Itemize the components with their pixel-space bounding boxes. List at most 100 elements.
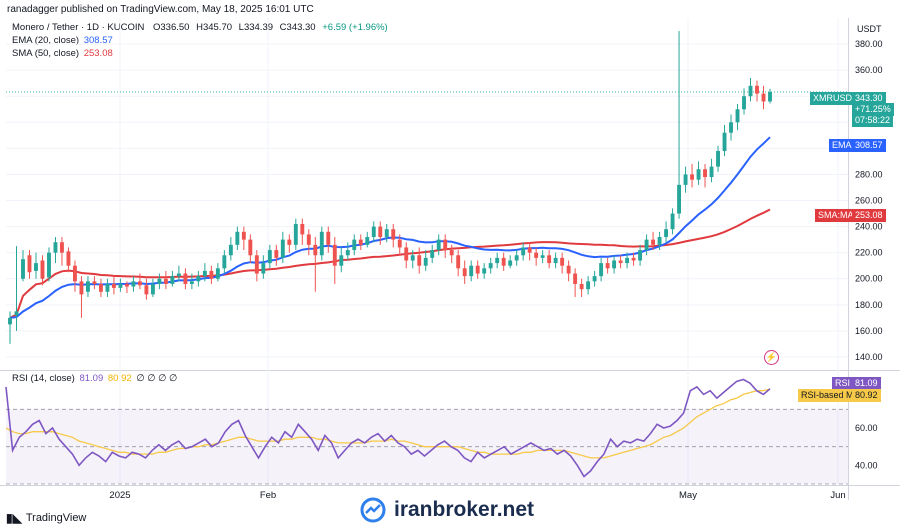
sma-legend-label: SMA (50, close) [12, 48, 80, 59]
candle-body [66, 251, 71, 266]
ema-legend-value: 308.57 [83, 35, 113, 46]
candle-body [566, 265, 571, 274]
ohlc-high: H345.70 [196, 22, 233, 33]
candle-body [345, 250, 350, 256]
candle-body [436, 239, 441, 251]
published-line: ranadagger published on TradingView.com,… [7, 4, 314, 15]
ema-line [9, 136, 771, 319]
candle-body [235, 231, 240, 245]
sma-tag-label: SMA:MA [815, 209, 857, 222]
candle-body [631, 257, 636, 261]
candle-body [261, 263, 266, 274]
candle-body [150, 283, 155, 295]
candle-body [670, 213, 675, 230]
candle-body [358, 239, 363, 245]
candle-body [254, 255, 259, 274]
candle-body [586, 281, 591, 290]
countdown-tag: 07:58:22 [852, 114, 894, 127]
candle-body [657, 237, 662, 245]
candle-body [417, 255, 422, 266]
candle-body [514, 255, 519, 261]
candle-body [209, 270, 214, 279]
candle-body [690, 174, 694, 180]
date-tick-label: Jun [830, 490, 845, 501]
tradingview-logo[interactable]: ▮◣ TradingView [6, 511, 86, 525]
alert-bolt-icon[interactable]: ⚡ [764, 350, 779, 365]
candle-body [280, 239, 285, 258]
candle-body [462, 268, 467, 277]
date-tick-label: 2025 [109, 490, 130, 501]
rsi-legend-extra: ∅ ∅ ∅ ∅ [136, 373, 178, 384]
rsi-legend-value: 81.09 [79, 373, 104, 384]
price-tick-label: 360.00 [855, 65, 883, 75]
candle-body [131, 281, 136, 287]
candle-body [8, 317, 12, 325]
ema-tag-label: EMA [829, 139, 855, 152]
candle-body [183, 273, 188, 284]
candle-body [768, 91, 772, 102]
candle-body [748, 85, 753, 97]
candle-body [34, 263, 38, 271]
rsi-tag-label: RSI [832, 377, 854, 390]
candle-body [573, 273, 578, 284]
candle-body [397, 239, 402, 248]
ohlc-close: C343.30 [279, 22, 316, 33]
candle-body [755, 85, 759, 94]
candle-body [709, 166, 714, 178]
candle-body [592, 276, 597, 282]
candle-body [703, 169, 707, 178]
price-tick-label: 160.00 [855, 326, 883, 336]
candle-body [638, 250, 643, 261]
candle-body [313, 244, 318, 256]
candle-body [53, 242, 58, 253]
price-tick-label: 140.00 [855, 352, 883, 362]
rsi-ma-line [5, 388, 771, 459]
price-tick-label: 220.00 [855, 248, 883, 258]
candle-body [560, 257, 565, 266]
ohlc-change: +6.59 (+1.96%) [322, 22, 388, 33]
candle-body [696, 169, 701, 180]
candle-body [430, 250, 435, 258]
candle-body [274, 250, 279, 258]
candle-body [241, 231, 246, 240]
candle-body [326, 231, 331, 245]
candle-body [384, 229, 389, 238]
candle-body [86, 281, 90, 292]
candle-body [157, 278, 162, 284]
candle-body [306, 234, 311, 245]
candle-body [482, 268, 487, 274]
candle-body [664, 229, 669, 238]
candle-body [378, 226, 383, 238]
candle-body [729, 122, 733, 133]
candle-body [677, 184, 682, 214]
ema-tag-value: 308.57 [852, 139, 886, 152]
candle-body [495, 257, 500, 264]
candle-body [73, 265, 77, 282]
candle-body [443, 239, 448, 251]
candle-body [124, 283, 129, 287]
candle-body [222, 255, 227, 269]
candle-body [469, 265, 474, 277]
candle-body [761, 93, 766, 102]
candle-body [144, 285, 149, 295]
currency-label: USDT [857, 24, 882, 34]
candle-body [410, 255, 415, 261]
symbol-legend: Monero / Tether · 1D · KUCOIN O336.50 H3… [12, 22, 388, 33]
candle-body [534, 252, 539, 258]
price-tick-label: 240.00 [855, 222, 883, 232]
candle-body [423, 257, 428, 266]
candle-body [456, 255, 461, 269]
candle-body [651, 239, 656, 245]
candle-body [98, 283, 103, 292]
candle-body [625, 257, 630, 264]
candle-body [300, 223, 305, 235]
candle-body [248, 239, 253, 256]
candle-body [92, 281, 97, 284]
candle-body [508, 260, 513, 266]
candle-body [391, 229, 396, 240]
sma-line [9, 208, 771, 319]
candle-body [163, 278, 168, 284]
candle-body [722, 132, 727, 151]
price-tick-label: 200.00 [855, 274, 883, 284]
